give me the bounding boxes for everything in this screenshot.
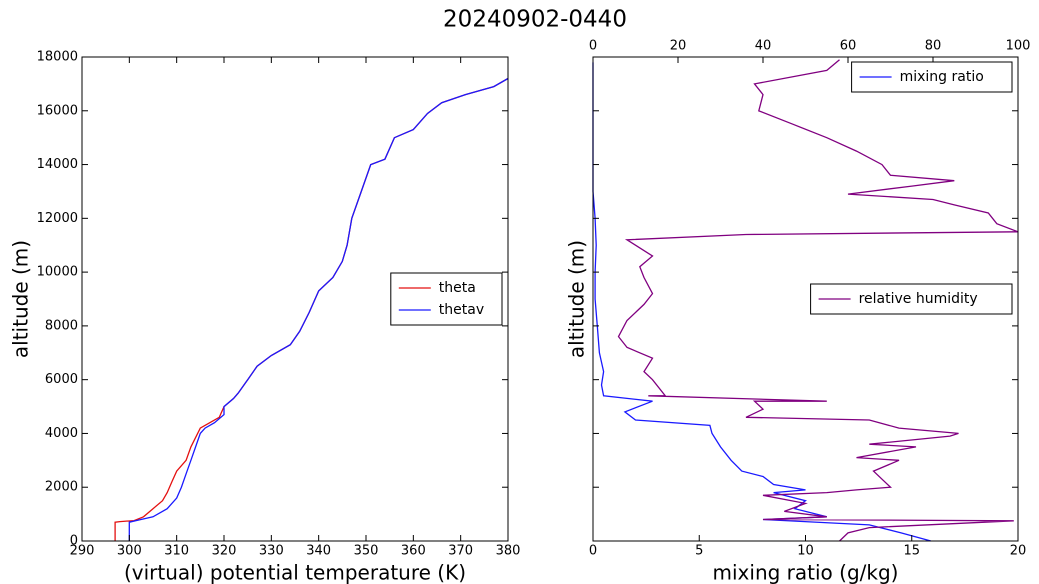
- x-tick-label: 10: [797, 544, 814, 559]
- x2-tick-label: 80: [925, 39, 942, 54]
- y-tick-label: 8000: [45, 318, 78, 333]
- x-tick-label: 0: [589, 544, 597, 559]
- x-tick-label: 330: [259, 544, 284, 559]
- plot-frame: [81, 56, 509, 542]
- legend-label: thetav: [439, 302, 484, 318]
- data-line: [617, 59, 1019, 542]
- legend-label: theta: [439, 280, 476, 296]
- y-tick-label: 16000: [37, 103, 78, 118]
- legend-label: mixing ratio: [900, 69, 984, 85]
- x-tick-label: 370: [448, 544, 473, 559]
- y-tick-label: 4000: [45, 426, 78, 441]
- legend-label: relative humidity: [859, 291, 978, 307]
- x-tick-label: 15: [903, 544, 920, 559]
- x2-tick-label: 0: [589, 39, 597, 54]
- legend-box: [390, 272, 503, 326]
- legend: theta thetav: [390, 272, 503, 326]
- y-tick-label: 12000: [37, 211, 78, 226]
- legend: relative humidity: [810, 283, 1013, 315]
- x-tick-label: 300: [117, 544, 142, 559]
- x-tick-label: 340: [306, 544, 331, 559]
- x-tick-label: 5: [695, 544, 703, 559]
- y-tick-label: 14000: [37, 157, 78, 172]
- y-axis-label: altitude (m): [565, 240, 589, 358]
- x-tick-label: 310: [164, 544, 189, 559]
- x-tick-label: 380: [496, 544, 521, 559]
- y-tick-label: 18000: [37, 50, 78, 65]
- x-tick-label: 20: [1010, 544, 1027, 559]
- figure-title: 20240902-0440: [443, 7, 627, 33]
- x-tick-label: 320: [212, 544, 237, 559]
- x-axis-label: (virtual) potential temperature (K): [124, 561, 466, 584]
- data-line: [128, 77, 509, 541]
- y-tick-label: 0: [70, 534, 78, 549]
- x-axis-label: mixing ratio (g/kg): [713, 561, 899, 584]
- x-tick-label: 290: [70, 544, 95, 559]
- x-tick-label: 360: [401, 544, 426, 559]
- x2-tick-label: 40: [755, 39, 772, 54]
- legend: mixing ratio: [851, 61, 1013, 93]
- y-axis-label: altitude (m): [9, 240, 33, 358]
- y-tick-label: 2000: [45, 480, 78, 495]
- x2-tick-label: 20: [670, 39, 687, 54]
- x2-tick-label: 100: [1006, 39, 1031, 54]
- data-line: [592, 62, 932, 542]
- x2-tick-label: 60: [840, 39, 857, 54]
- y-tick-label: 6000: [45, 372, 78, 387]
- x-tick-label: 350: [354, 544, 379, 559]
- y-tick-label: 10000: [37, 265, 78, 280]
